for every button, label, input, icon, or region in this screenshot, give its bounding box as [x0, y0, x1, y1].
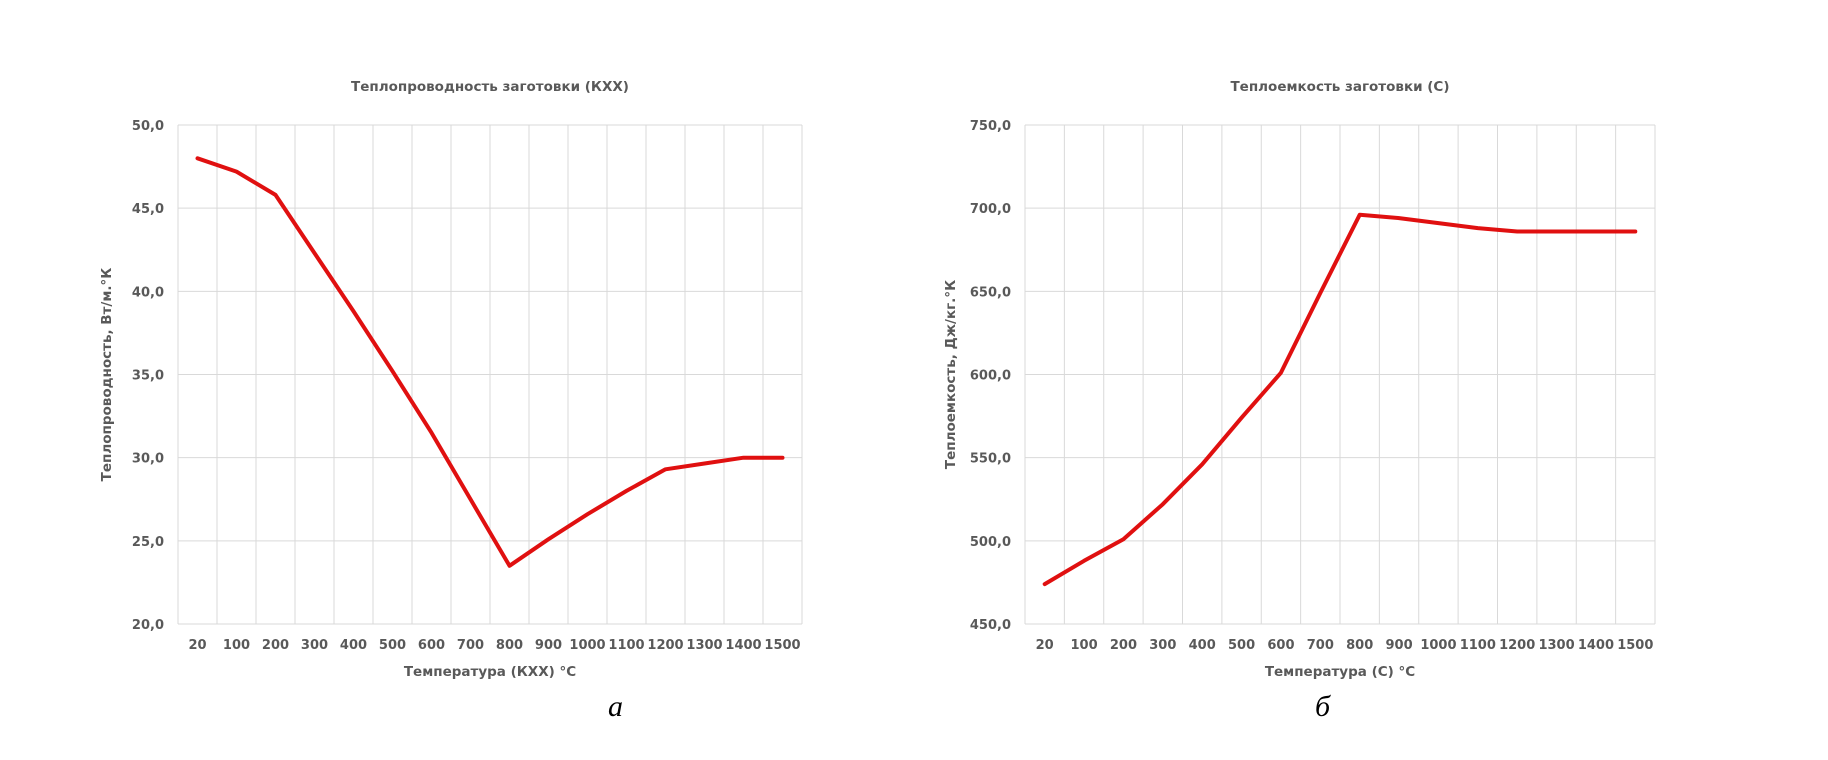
x-tick-label: 20: [1036, 638, 1054, 653]
x-axis-label: Температура (КХХ) °С: [404, 664, 576, 680]
y-axis-label: Теплоемкость, Дж/кг.°К: [943, 280, 959, 469]
x-tick-label: 500: [1228, 638, 1255, 653]
chart-title: Теплопроводность заготовки (КХХ): [351, 79, 629, 95]
x-tick-label: 500: [379, 638, 406, 653]
x-tick-label: 100: [223, 638, 250, 653]
y-tick-label: 20,0: [132, 618, 164, 633]
x-tick-label: 1500: [1617, 638, 1653, 653]
x-tick-label: 1000: [1420, 638, 1456, 653]
y-tick-label: 750,0: [970, 119, 1011, 134]
y-tick-label: 50,0: [132, 119, 164, 134]
chart-b-svg: 450,0 500,0 550,0 600,0 650,0 700,0 750,0 20 100…: [943, 79, 1656, 680]
series-line: [195, 156, 785, 568]
y-tick-label: 30,0: [132, 452, 164, 467]
y-tick-label: 500,0: [970, 535, 1011, 550]
y-tick-label: 35,0: [132, 369, 164, 384]
x-tick-label: 400: [340, 638, 367, 653]
chart-heat-capacity: 450,0 500,0 550,0 600,0 650,0 700,0 750,0 20 100…: [914, 0, 1828, 690]
x-tick-label: 20: [188, 638, 206, 653]
x-tick-label: 1300: [1538, 638, 1574, 653]
x-tick-label: 1300: [686, 638, 722, 653]
x-tick-label: 800: [1346, 638, 1373, 653]
y-tick-label: 600,0: [970, 369, 1011, 384]
y-tick-label: 450,0: [970, 618, 1011, 633]
x-tick-label: 1100: [1460, 638, 1496, 653]
chart-title: Теплоемкость заготовки (С): [1230, 79, 1449, 95]
x-tick-label: 800: [496, 638, 523, 653]
chart-a-svg: 20,0 25,0 30,0 35,0 40,0 45,0 50,0 20 100 200 300 4…: [99, 79, 803, 680]
y-tick-label: 550,0: [970, 452, 1011, 467]
x-tick-label: 1000: [569, 638, 605, 653]
y-tick-label: 45,0: [132, 202, 164, 217]
x-tick-label: 300: [1149, 638, 1176, 653]
x-tick-label: 1400: [725, 638, 761, 653]
x-tick-label: 100: [1070, 638, 1097, 653]
x-tick-label: 600: [1267, 638, 1294, 653]
x-tick-label: 900: [535, 638, 562, 653]
x-tick-label: 900: [1385, 638, 1412, 653]
x-tick-label: 200: [262, 638, 289, 653]
chart-thermal-conductivity: 20,0 25,0 30,0 35,0 40,0 45,0 50,0 20 100 200 300 4…: [0, 0, 914, 690]
x-tick-label: 300: [301, 638, 328, 653]
caption-a: а: [608, 690, 623, 723]
x-tick-label: 400: [1189, 638, 1216, 653]
x-tick-label: 600: [418, 638, 445, 653]
x-tick-label: 1100: [608, 638, 644, 653]
series-line: [1042, 212, 1638, 587]
x-tick-label: 200: [1110, 638, 1137, 653]
y-tick-label: 700,0: [970, 202, 1011, 217]
x-axis-label: Температура (С) °С: [1265, 664, 1415, 680]
x-tick-label: 1400: [1578, 638, 1614, 653]
caption-b: б: [1315, 690, 1331, 723]
x-tick-label: 1200: [647, 638, 683, 653]
y-tick-label: 25,0: [132, 535, 164, 550]
x-tick-label: 1200: [1499, 638, 1535, 653]
y-tick-label: 650,0: [970, 285, 1011, 300]
y-axis-label: Теплопроводность, Вт/м.°К: [99, 268, 115, 482]
x-tick-label: 700: [1307, 638, 1334, 653]
y-tick-label: 40,0: [132, 285, 164, 300]
x-tick-label: 1500: [764, 638, 800, 653]
x-tick-label: 700: [457, 638, 484, 653]
